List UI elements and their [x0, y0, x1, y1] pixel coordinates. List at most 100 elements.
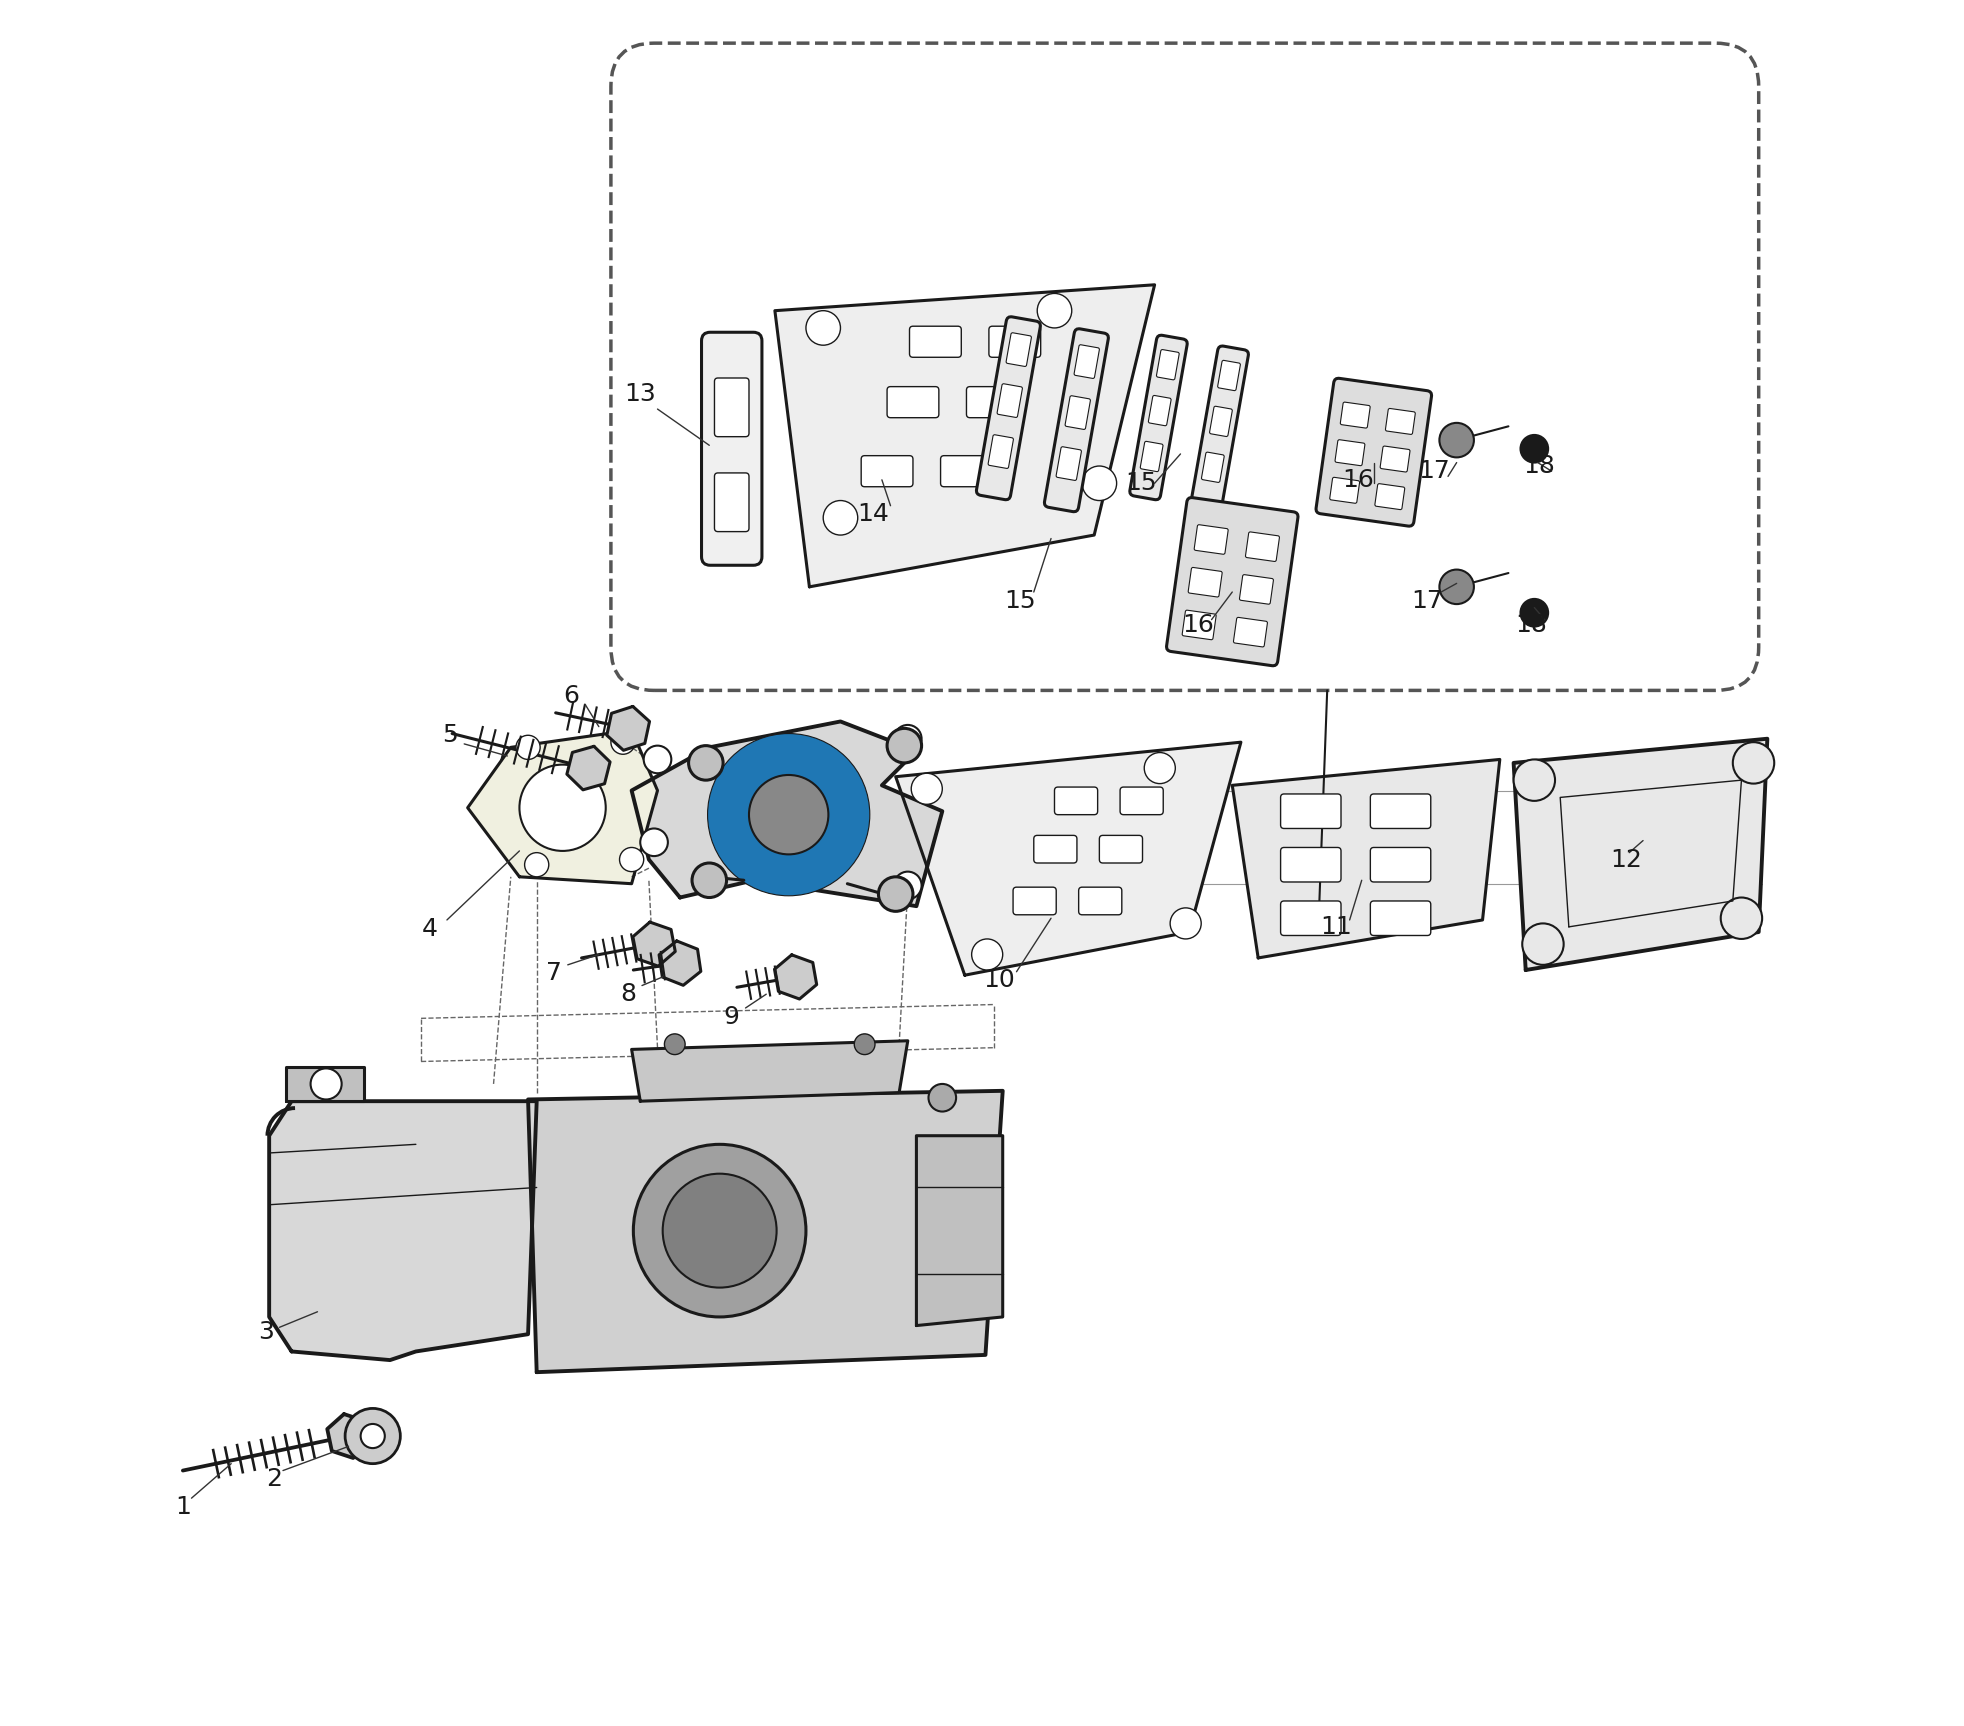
Text: 11: 11: [1320, 915, 1351, 939]
FancyBboxPatch shape: [1119, 787, 1163, 815]
FancyBboxPatch shape: [1218, 361, 1241, 390]
FancyBboxPatch shape: [1375, 483, 1404, 509]
Circle shape: [972, 939, 1004, 970]
Text: 5: 5: [442, 723, 458, 747]
FancyBboxPatch shape: [1385, 409, 1416, 435]
FancyBboxPatch shape: [988, 435, 1013, 468]
FancyBboxPatch shape: [1006, 333, 1031, 366]
Circle shape: [888, 728, 921, 763]
Circle shape: [719, 746, 858, 884]
Circle shape: [689, 746, 723, 780]
Circle shape: [1520, 599, 1548, 627]
FancyBboxPatch shape: [990, 326, 1041, 357]
Polygon shape: [632, 721, 943, 906]
Circle shape: [1171, 908, 1202, 939]
Text: 7: 7: [546, 961, 562, 986]
FancyBboxPatch shape: [941, 456, 992, 487]
FancyBboxPatch shape: [1045, 328, 1108, 511]
FancyBboxPatch shape: [1149, 395, 1171, 426]
Circle shape: [894, 872, 921, 899]
FancyBboxPatch shape: [888, 387, 939, 418]
Text: 18: 18: [1514, 613, 1548, 637]
Polygon shape: [896, 742, 1241, 975]
Text: 9: 9: [725, 1005, 740, 1029]
Polygon shape: [1514, 739, 1768, 970]
Circle shape: [517, 735, 540, 759]
FancyBboxPatch shape: [976, 318, 1041, 501]
FancyBboxPatch shape: [1182, 611, 1216, 640]
FancyBboxPatch shape: [1064, 395, 1090, 430]
Polygon shape: [269, 1101, 536, 1360]
Polygon shape: [568, 746, 611, 791]
Circle shape: [1440, 423, 1473, 457]
Circle shape: [823, 501, 858, 535]
FancyBboxPatch shape: [1033, 835, 1076, 863]
Text: 16: 16: [1182, 613, 1214, 637]
Circle shape: [929, 1084, 956, 1112]
Text: 2: 2: [267, 1467, 283, 1491]
Text: 17: 17: [1412, 589, 1444, 613]
Circle shape: [894, 725, 921, 753]
Circle shape: [1520, 435, 1548, 463]
FancyBboxPatch shape: [1074, 345, 1100, 378]
Circle shape: [748, 775, 829, 854]
Text: 3: 3: [257, 1320, 273, 1345]
Circle shape: [707, 734, 870, 896]
Circle shape: [361, 1424, 385, 1448]
Polygon shape: [1231, 759, 1500, 958]
Polygon shape: [660, 941, 701, 986]
FancyBboxPatch shape: [1371, 847, 1430, 882]
FancyBboxPatch shape: [715, 473, 748, 532]
Circle shape: [662, 1174, 776, 1288]
Text: 8: 8: [621, 982, 636, 1006]
Text: 16: 16: [1341, 468, 1375, 492]
Circle shape: [1145, 753, 1174, 784]
FancyBboxPatch shape: [701, 333, 762, 566]
FancyBboxPatch shape: [1100, 835, 1143, 863]
Text: 12: 12: [1610, 847, 1642, 872]
FancyBboxPatch shape: [1141, 442, 1163, 471]
Polygon shape: [607, 706, 650, 751]
Text: 1: 1: [175, 1495, 191, 1519]
Circle shape: [632, 1144, 805, 1317]
Circle shape: [1037, 293, 1072, 328]
Circle shape: [1082, 466, 1118, 501]
Polygon shape: [776, 285, 1155, 587]
Circle shape: [644, 746, 672, 773]
Text: 10: 10: [984, 968, 1015, 992]
Polygon shape: [528, 1091, 1004, 1372]
FancyBboxPatch shape: [1371, 901, 1430, 935]
FancyBboxPatch shape: [1281, 901, 1341, 935]
Polygon shape: [917, 1136, 1004, 1326]
FancyBboxPatch shape: [998, 383, 1023, 418]
FancyBboxPatch shape: [1188, 568, 1222, 597]
Circle shape: [1522, 923, 1563, 965]
FancyBboxPatch shape: [1245, 532, 1279, 561]
FancyBboxPatch shape: [1233, 618, 1267, 647]
FancyBboxPatch shape: [1055, 787, 1098, 815]
Polygon shape: [632, 922, 676, 967]
Text: 14: 14: [858, 502, 890, 526]
Polygon shape: [328, 1414, 369, 1458]
Text: 6: 6: [564, 683, 579, 708]
FancyBboxPatch shape: [1381, 445, 1410, 471]
Circle shape: [691, 863, 727, 898]
Text: 17: 17: [1418, 459, 1449, 483]
FancyBboxPatch shape: [1339, 402, 1371, 428]
FancyBboxPatch shape: [1202, 452, 1224, 482]
Text: 18: 18: [1524, 454, 1555, 478]
FancyBboxPatch shape: [1330, 478, 1359, 504]
Circle shape: [619, 847, 644, 872]
FancyBboxPatch shape: [1210, 406, 1231, 437]
Circle shape: [518, 765, 605, 851]
Circle shape: [1440, 570, 1473, 604]
Circle shape: [664, 1034, 685, 1055]
FancyBboxPatch shape: [860, 456, 913, 487]
FancyBboxPatch shape: [1167, 497, 1298, 666]
FancyBboxPatch shape: [1281, 847, 1341, 882]
Circle shape: [640, 828, 668, 856]
Circle shape: [310, 1068, 342, 1099]
FancyBboxPatch shape: [1057, 447, 1082, 480]
Circle shape: [1514, 759, 1555, 801]
Circle shape: [1720, 898, 1762, 939]
